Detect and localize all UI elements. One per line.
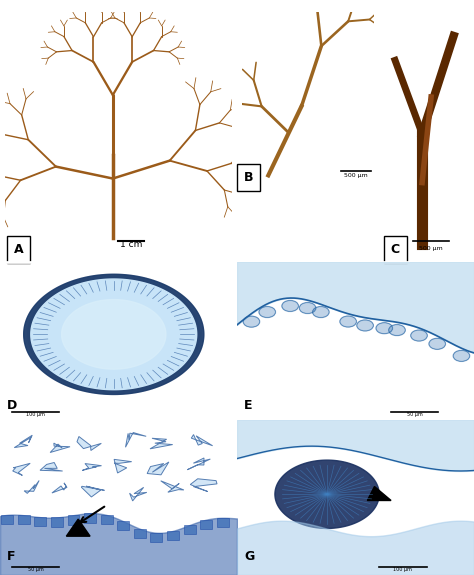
Text: 100 μm: 100 μm [393,567,412,572]
Polygon shape [187,458,210,470]
Circle shape [243,316,260,327]
Bar [167,531,179,540]
Bar [184,525,195,534]
Polygon shape [147,462,169,475]
Polygon shape [66,519,90,536]
Bar [100,515,113,524]
FancyBboxPatch shape [384,236,407,263]
Circle shape [389,324,405,336]
Polygon shape [40,462,63,471]
FancyBboxPatch shape [237,164,260,191]
Polygon shape [190,479,217,492]
Text: D: D [7,399,18,412]
Bar [34,517,46,526]
Polygon shape [82,463,101,470]
Polygon shape [367,486,391,500]
Bar [1,515,13,524]
Polygon shape [161,481,184,492]
Polygon shape [129,488,147,501]
Polygon shape [24,481,39,493]
Text: 1 cm: 1 cm [120,240,142,249]
Bar [217,518,228,527]
Text: 500 μm: 500 μm [344,173,368,178]
Bar [151,532,162,542]
Polygon shape [24,274,204,394]
Bar [67,515,80,524]
Text: 50 μm: 50 μm [407,412,423,416]
Circle shape [312,306,329,317]
Polygon shape [150,438,173,449]
Bar [0,0,237,262]
Polygon shape [24,274,204,394]
Polygon shape [26,275,202,393]
Circle shape [357,320,374,331]
Bar [18,515,29,524]
Polygon shape [114,459,132,473]
Bar [118,521,129,530]
Circle shape [282,300,299,312]
Circle shape [299,302,316,313]
Circle shape [376,323,392,334]
Text: B: B [244,171,253,184]
Bar [134,528,146,538]
Circle shape [411,330,428,341]
Polygon shape [82,486,104,497]
Polygon shape [29,278,199,391]
Circle shape [453,350,470,362]
Circle shape [429,338,446,350]
Polygon shape [126,432,146,447]
Bar [379,0,474,262]
Circle shape [340,316,356,327]
Bar [200,520,212,529]
Polygon shape [191,435,213,446]
Polygon shape [13,463,30,476]
Polygon shape [14,435,32,447]
Polygon shape [62,300,166,369]
Text: E: E [244,399,253,412]
Bar [84,513,96,523]
Text: 500 μm: 500 μm [419,246,443,251]
Polygon shape [52,483,67,493]
Text: C: C [391,243,400,256]
Polygon shape [275,460,379,528]
Circle shape [259,306,275,317]
Text: A: A [14,243,23,256]
Text: 100 μm: 100 μm [26,412,45,416]
Text: 50 μm: 50 μm [27,567,44,572]
Polygon shape [31,279,197,390]
Text: F: F [7,550,16,562]
Polygon shape [31,279,197,390]
Polygon shape [27,277,200,392]
Bar [237,0,379,190]
Polygon shape [50,443,70,453]
Text: G: G [244,550,255,562]
FancyBboxPatch shape [7,236,30,263]
Polygon shape [77,436,101,450]
Bar [51,518,63,527]
